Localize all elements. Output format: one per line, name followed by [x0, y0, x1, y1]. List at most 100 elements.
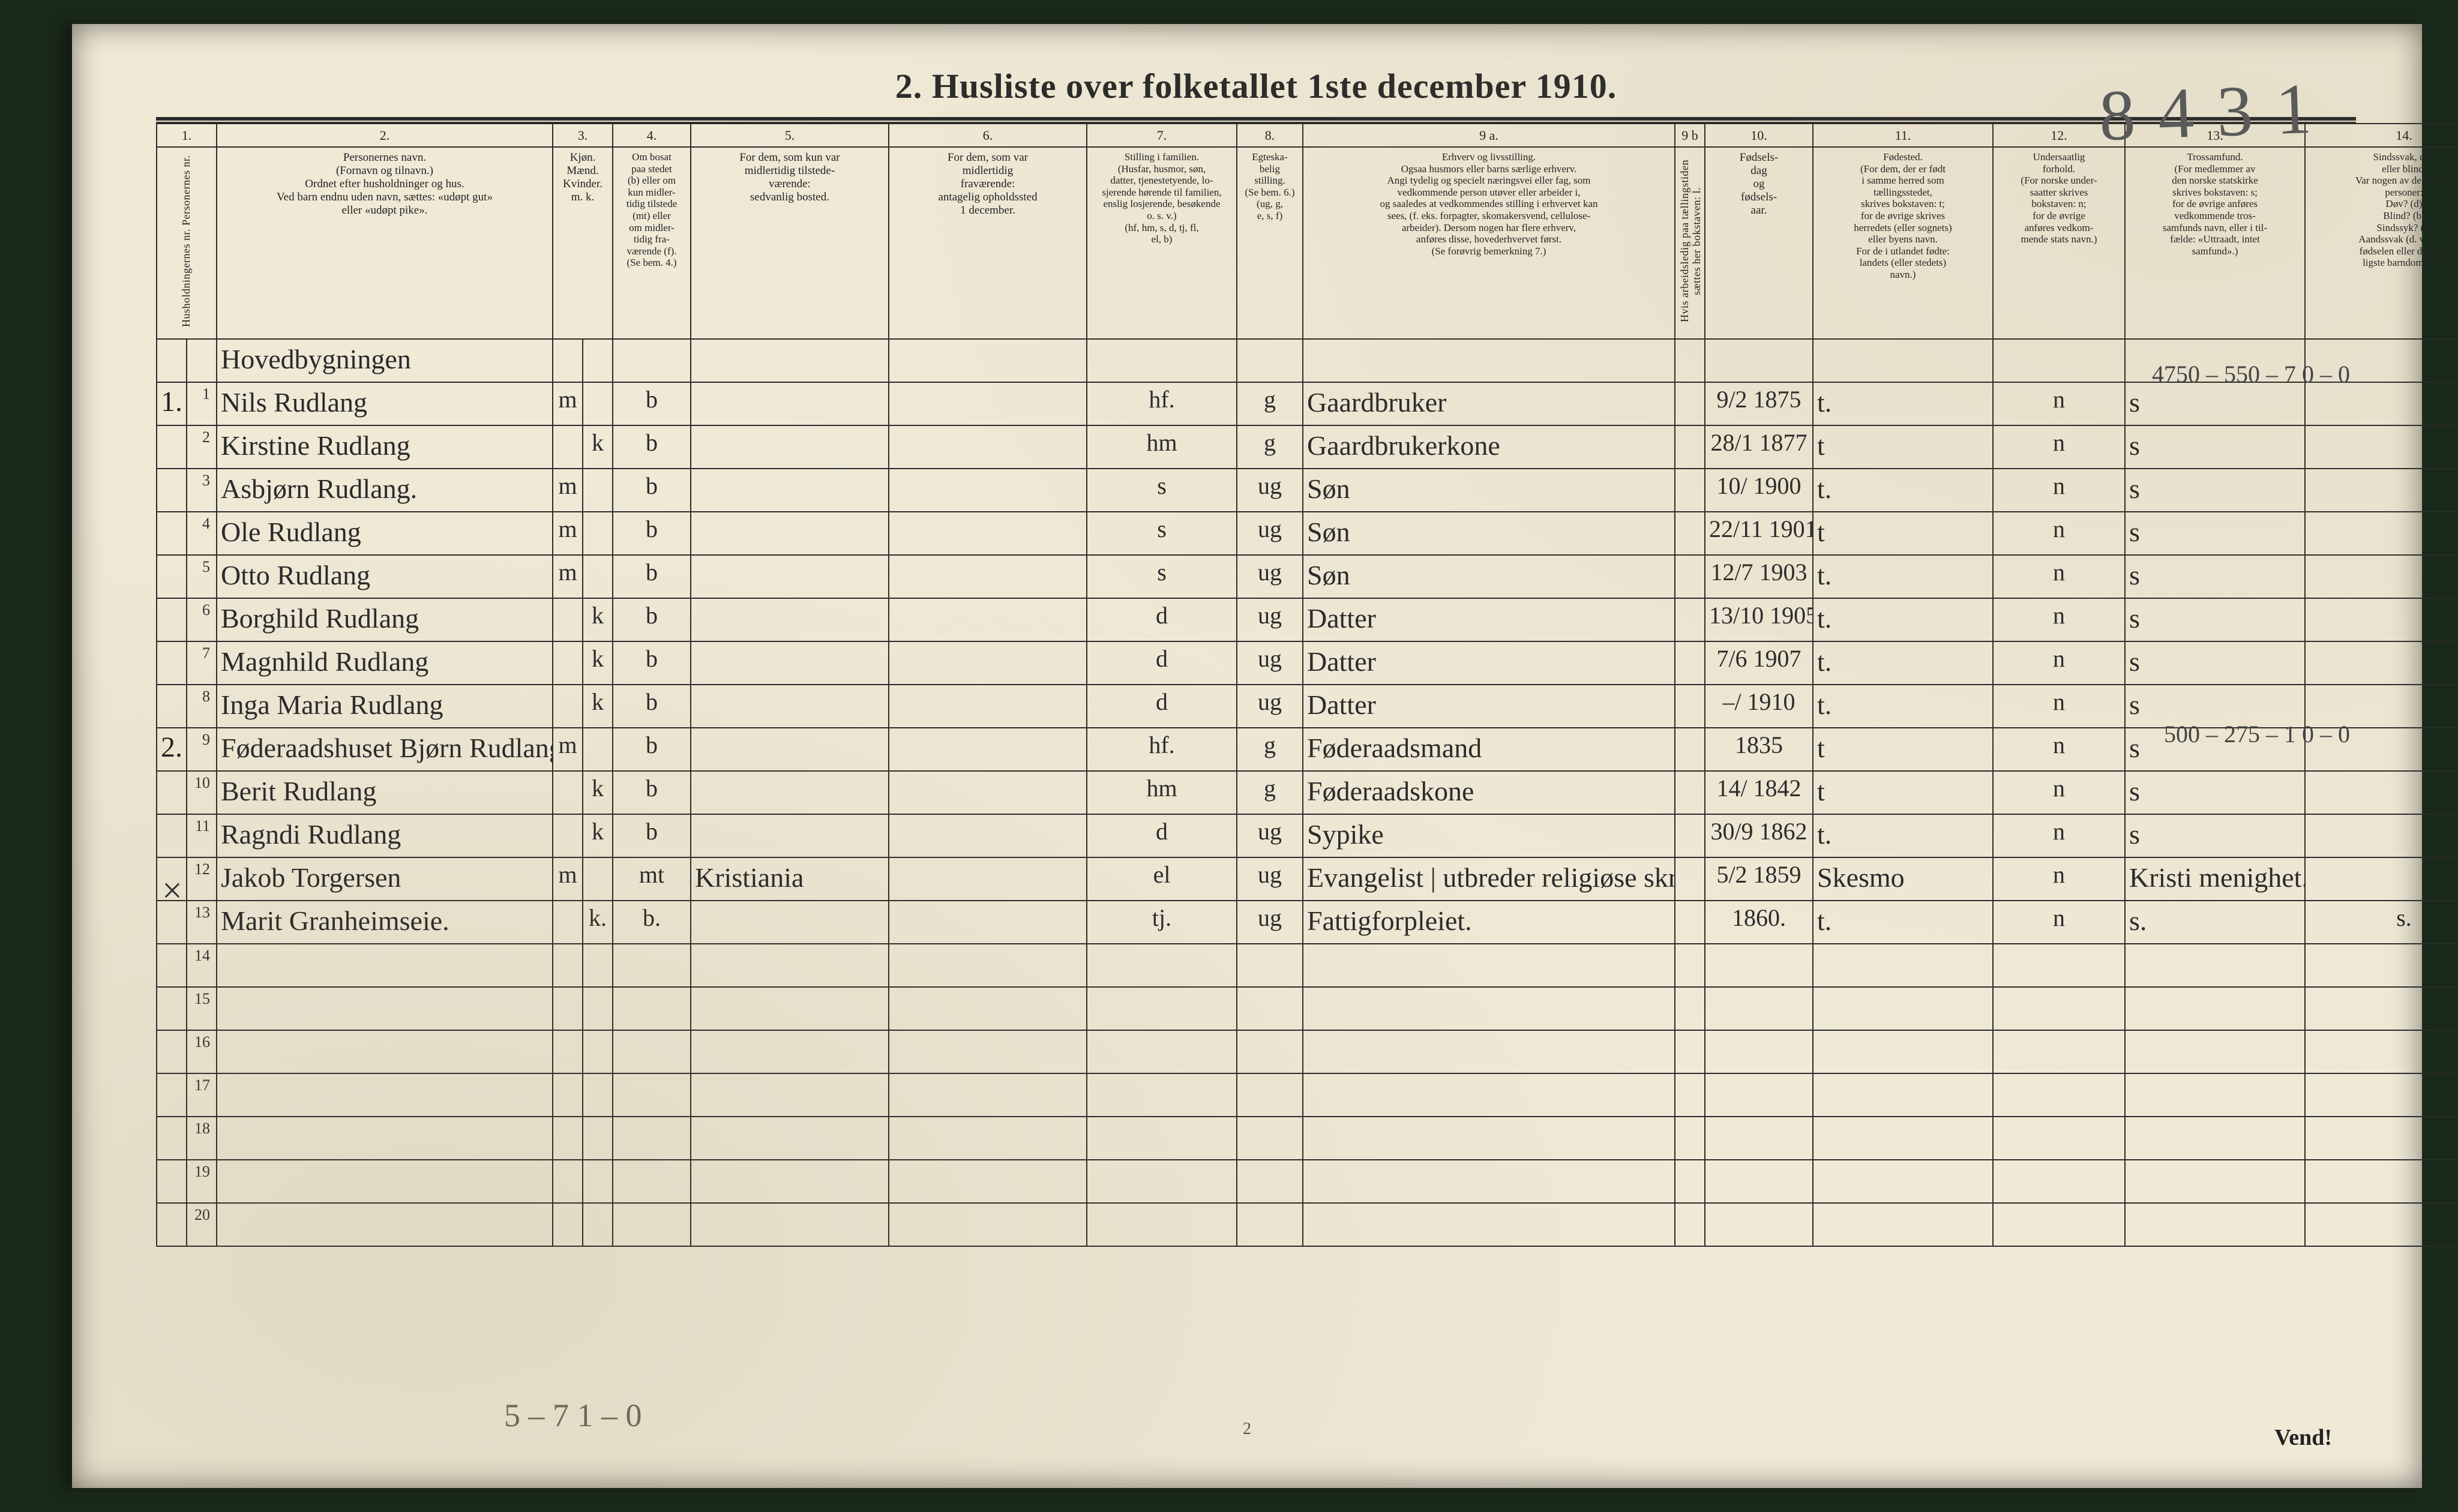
cell-usual-residence: [691, 382, 889, 425]
cell-blank: [1087, 1117, 1237, 1160]
cell-nationality: n: [1993, 771, 2125, 814]
cell-absent-where: [889, 901, 1087, 944]
cell-marital: ug: [1237, 685, 1303, 728]
table-row: 3Asbjørn Rudlang.mbsugSøn10/ 1900t.ns: [157, 469, 2458, 512]
cell-blank: [583, 1203, 613, 1246]
cell-disability: [2305, 382, 2458, 425]
cell-household-no: [157, 641, 187, 685]
cell-birthplace: t.: [1813, 555, 1993, 598]
cell-blank: [1087, 1030, 1237, 1073]
head-3: Kjøn. Mænd. Kvinder. m. k.: [553, 147, 613, 339]
cell-residence: [613, 339, 691, 382]
cell-blank: [1813, 1073, 1993, 1117]
cell-birthdate: [1705, 339, 1813, 382]
cell-usual-residence: [691, 598, 889, 641]
cell-nationality: n: [1993, 685, 2125, 728]
cell-unemployed: [1675, 814, 1705, 857]
cell-blank: [613, 1203, 691, 1246]
table-row: 4Ole RudlangmbsugSøn22/11 1901tns: [157, 512, 2458, 555]
cell-usual-residence: [691, 641, 889, 685]
cell-nationality: n: [1993, 857, 2125, 901]
cell-blank: [1303, 944, 1675, 987]
cell-absent-where: [889, 555, 1087, 598]
table-row-blank: 17: [157, 1073, 2458, 1117]
cell-religion: s.: [2125, 901, 2305, 944]
cell-person-no: 20: [187, 1203, 217, 1246]
cell-nationality: n: [1993, 382, 2125, 425]
cell-unemployed: [1675, 339, 1705, 382]
cell-blank: [1675, 1073, 1705, 1117]
table-row: 1.1Nils Rudlangmbhf.gGaardbruker9/2 1875…: [157, 382, 2458, 425]
cell-blank: [691, 1160, 889, 1203]
cell-absent-where: [889, 641, 1087, 685]
cell-blank: [889, 987, 1087, 1030]
cell-usual-residence: [691, 469, 889, 512]
cell-household-no: [157, 771, 187, 814]
cell-family-position: s: [1087, 469, 1237, 512]
cell-blank: [1303, 1203, 1675, 1246]
cell-name: Jakob Torgersen: [217, 857, 553, 901]
cell-birthplace: t.: [1813, 685, 1993, 728]
cell-sex-m: m: [553, 469, 583, 512]
cell-blank: [217, 1160, 553, 1203]
cell-religion: s: [2125, 469, 2305, 512]
cell-marital: ug: [1237, 512, 1303, 555]
cell-absent-where: [889, 771, 1087, 814]
cell-birthplace: t.: [1813, 901, 1993, 944]
cell-blank: [1705, 1117, 1813, 1160]
cell-disability: [2305, 425, 2458, 469]
cell-birthdate: 1835: [1705, 728, 1813, 771]
cell-blank: [2305, 987, 2458, 1030]
cell-unemployed: [1675, 641, 1705, 685]
cell-usual-residence: [691, 728, 889, 771]
cell-occupation: Søn: [1303, 512, 1675, 555]
head-9a: Erhverv og livsstilling. Ogsaa husmors e…: [1303, 147, 1675, 339]
cell-sex-m: [553, 598, 583, 641]
cell-name: Ragndi Rudlang: [217, 814, 553, 857]
cell-person-no: 19: [187, 1160, 217, 1203]
cell-household-no: [157, 555, 187, 598]
cell-blank: [2305, 1073, 2458, 1117]
cell-sex-m: [553, 814, 583, 857]
cell-blank: [157, 1203, 187, 1246]
cell-residence: b: [613, 771, 691, 814]
cell-occupation: [1303, 339, 1675, 382]
cell-blank: [2125, 1073, 2305, 1117]
cell-unemployed: [1675, 685, 1705, 728]
cell-absent-where: [889, 857, 1087, 901]
cell-birthplace: t: [1813, 728, 1993, 771]
cell-family-position: d: [1087, 598, 1237, 641]
table-row-blank: 19: [157, 1160, 2458, 1203]
cell-birthdate: 30/9 1862: [1705, 814, 1813, 857]
cell-blank: [613, 1160, 691, 1203]
cell-blank: [613, 1030, 691, 1073]
cell-name: Inga Maria Rudlang: [217, 685, 553, 728]
head-6-text: For dem, som var midlertidig fraværende:…: [893, 151, 1083, 217]
cell-person-no: 18: [187, 1117, 217, 1160]
cell-blank: [889, 1117, 1087, 1160]
cell-birthplace: t.: [1813, 469, 1993, 512]
cell-blank: [691, 1030, 889, 1073]
cell-blank: [157, 1117, 187, 1160]
cell-blank: [1813, 1203, 1993, 1246]
cell-marital: g: [1237, 382, 1303, 425]
table-row: 8Inga Maria RudlangkbdugDatter–/ 1910t.n…: [157, 685, 2458, 728]
cell-blank: [889, 1030, 1087, 1073]
cell-sex-m: m: [553, 857, 583, 901]
cell-blank: [613, 987, 691, 1030]
table-row: 13Marit Granheimseie.k.b.tj.ugFattigforp…: [157, 901, 2458, 944]
cell-blank: [1237, 987, 1303, 1030]
cell-absent-where: [889, 425, 1087, 469]
table-row: 11Ragndi RudlangkbdugSypike30/9 1862t.ns: [157, 814, 2458, 857]
cell-blank: [1993, 1117, 2125, 1160]
cell-unemployed: [1675, 425, 1705, 469]
cell-residence: b.: [613, 901, 691, 944]
colnum-14: 14.: [2305, 124, 2458, 147]
cell-blank: [1237, 1073, 1303, 1117]
cell-blank: [1813, 1030, 1993, 1073]
cell-sex-k: k: [583, 771, 613, 814]
cell-blank: [1303, 1160, 1675, 1203]
cell-birthplace: Skesmo: [1813, 857, 1993, 901]
cell-name: Borghild Rudlang: [217, 598, 553, 641]
cell-birthplace: t.: [1813, 382, 1993, 425]
